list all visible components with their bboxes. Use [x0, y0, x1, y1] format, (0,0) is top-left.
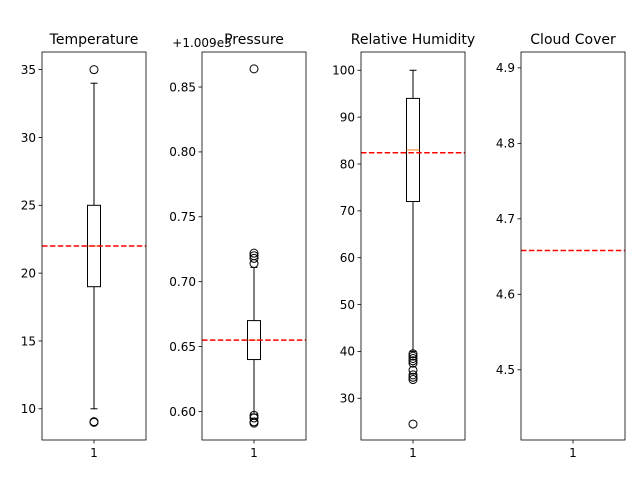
outlier-point — [89, 417, 99, 427]
y-tick-label: 30 — [340, 392, 355, 406]
outlier-point — [249, 64, 259, 74]
y-tick-label: 4.5 — [496, 363, 515, 377]
subplot-title: Relative Humidity — [351, 32, 475, 48]
y-tick-label: 100 — [332, 64, 355, 78]
outlier-point — [408, 419, 418, 429]
y-tick-label: 35 — [21, 63, 36, 77]
subplot-4: Cloud Cover 4.5 4.6 4.7 4.8 4.9 1 — [496, 32, 626, 460]
outlier-point — [249, 418, 259, 428]
subplot-title: Temperature — [49, 32, 139, 48]
axes-frame — [520, 51, 626, 441]
y-tick-label: 0.85 — [169, 80, 196, 94]
outlier-point — [408, 356, 418, 366]
outlier-point — [249, 413, 259, 423]
y-tick-label: 10 — [21, 402, 36, 416]
x-tick-label: 1 — [90, 446, 98, 460]
y-tick-label: 0.75 — [169, 210, 196, 224]
y-tick-label: 60 — [340, 251, 355, 265]
subplot-title: Pressure — [224, 32, 284, 48]
y-tick-label: 80 — [340, 157, 355, 171]
y-tick-label: 4.6 — [496, 288, 515, 302]
axes-frame — [41, 51, 147, 441]
outlier-point — [408, 375, 418, 385]
outlier-point — [408, 370, 418, 380]
x-tick-label: 1 — [250, 446, 258, 460]
x-tick-label: 1 — [409, 446, 417, 460]
y-tick-label: 0.60 — [169, 405, 196, 419]
subplot-3: Relative Humidity 30 40 50 60 70 80 90 100 1 — [332, 32, 475, 460]
y-tick-label: 30 — [21, 131, 36, 145]
y-tick-label: 0.80 — [169, 145, 196, 159]
outlier-point — [249, 253, 259, 263]
outlier-point — [408, 365, 418, 375]
outlier-point — [249, 259, 259, 269]
subplot-2: Pressure+1.009e3 0.60 0.65 0.70 0.75 0.80 0.85… — [169, 32, 307, 460]
y-tick-label: 90 — [340, 110, 355, 124]
y-tick-label: 40 — [340, 345, 355, 359]
subplot-1: Temperature 10 15 20 25 30 35 1 — [21, 32, 147, 460]
axes-frame — [201, 51, 307, 441]
axes-frame — [360, 51, 466, 441]
outlier-point — [408, 358, 418, 368]
outlier-point — [408, 372, 418, 382]
y-tick-label: 4.7 — [496, 212, 515, 226]
y-tick-label: 4.9 — [496, 61, 515, 75]
y-tick-label: 0.65 — [169, 340, 196, 354]
outlier-point — [408, 351, 418, 361]
y-tick-label: 20 — [21, 266, 36, 280]
y-tick-label: 25 — [21, 199, 36, 213]
outlier-point — [408, 349, 418, 359]
subplot-title: Cloud Cover — [530, 32, 616, 48]
outlier-point — [89, 65, 99, 75]
x-tick-label: 1 — [569, 446, 577, 460]
y-tick-label: 15 — [21, 334, 36, 348]
y-tick-label: 4.8 — [496, 137, 515, 151]
outlier-point — [249, 248, 259, 258]
y-tick-label: 0.70 — [169, 275, 196, 289]
y-tick-label: 50 — [340, 298, 355, 312]
axis-offset-text: +1.009e3 — [172, 36, 231, 50]
y-tick-label: 70 — [340, 204, 355, 218]
outlier-point — [408, 353, 418, 363]
